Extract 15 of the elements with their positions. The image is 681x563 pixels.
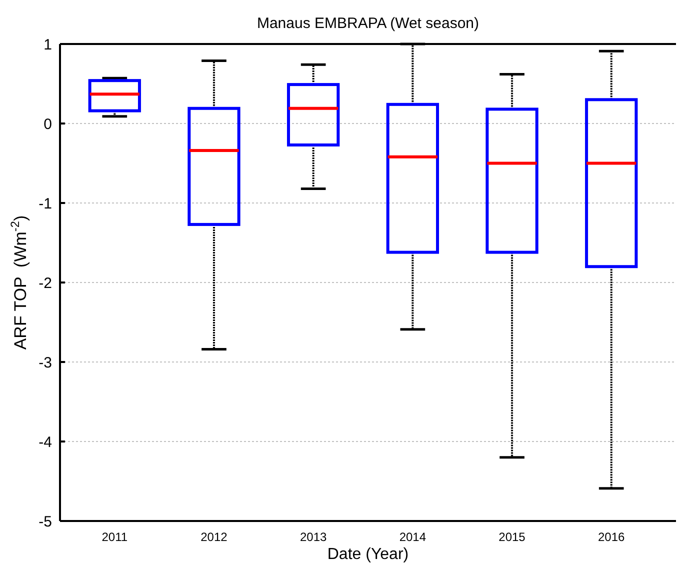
x-tick-label: 2013 [300, 530, 327, 544]
y-tick-label: -3 [38, 354, 52, 372]
x-tick-label: 2015 [498, 530, 526, 544]
x-tick-label: 2012 [200, 530, 228, 544]
x-tick-label: 2014 [399, 530, 426, 544]
y-tick-label: -1 [38, 195, 52, 212]
x-tick-label: 2011 [102, 530, 128, 544]
x-tick-label: 2016 [598, 530, 626, 544]
y-tick-label: -5 [38, 513, 52, 530]
y-tick-label: 0 [44, 116, 52, 133]
y-tick-label: -4 [38, 434, 52, 451]
x-axis-title: Date (Year) [327, 546, 409, 563]
chart-title: Manaus EMBRAPA (Wet season) [256, 15, 480, 32]
y-tick-label: -2 [38, 274, 52, 292]
y-tick-label: 1 [44, 36, 52, 54]
